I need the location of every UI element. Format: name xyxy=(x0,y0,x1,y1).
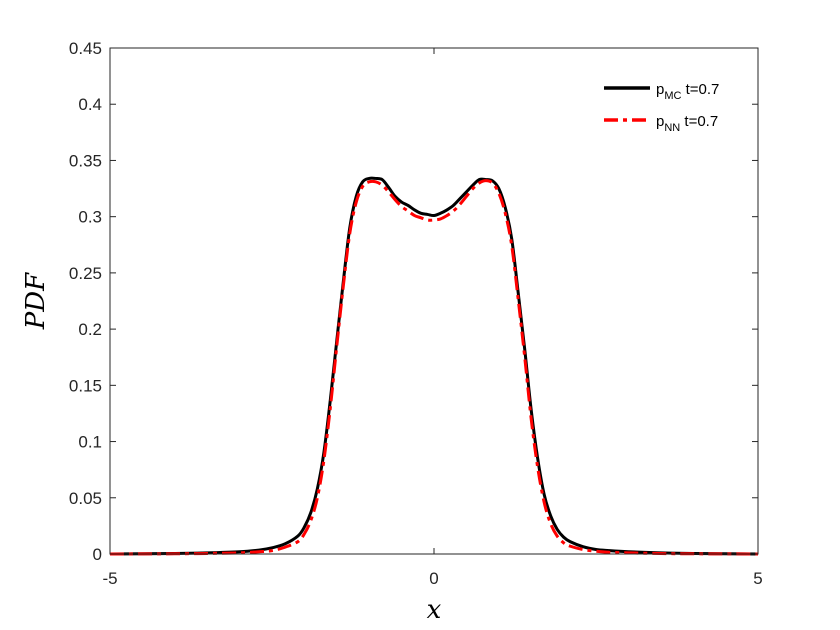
series-line-nn xyxy=(109,179,759,556)
legend-label-mc: pMC t=0.7 xyxy=(656,81,719,102)
y-tick-label: 0 xyxy=(93,545,102,564)
x-tick-label: -5 xyxy=(102,569,117,588)
x-tick-label: 5 xyxy=(753,569,762,588)
x-axis-title: x xyxy=(427,595,442,625)
y-tick-label: 0.05 xyxy=(69,489,102,508)
legend-label-mc-main: p xyxy=(656,81,664,98)
legend-label-nn-main: p xyxy=(656,113,664,130)
x-tick-label: 0 xyxy=(429,569,438,588)
ticks-layer: -5 0 500.050.10.150.20.250.30.350.40.45 xyxy=(69,39,763,588)
series-line-mc xyxy=(109,176,759,556)
y-tick-label: 0.15 xyxy=(69,376,102,395)
legend: pMC t=0.7 pNN t=0.7 xyxy=(604,81,719,134)
y-tick-label: 0.25 xyxy=(69,264,102,283)
legend-label-mc-rest: t=0.7 xyxy=(681,81,719,98)
legend-label-nn-sub: NN xyxy=(664,122,680,134)
legend-label-nn-rest: t=0.7 xyxy=(680,113,718,130)
legend-label-mc-sub: MC xyxy=(664,90,681,102)
y-axis-title: PDF xyxy=(21,272,51,330)
y-tick-label: 0.4 xyxy=(78,95,102,114)
series-layer xyxy=(109,176,759,556)
plot-area xyxy=(110,48,758,554)
y-tick-label: 0.2 xyxy=(78,320,102,339)
y-tick-label: 0.3 xyxy=(78,208,102,227)
y-tick-label: 0.35 xyxy=(69,151,102,170)
y-tick-label: 0.1 xyxy=(78,433,102,452)
legend-label-nn: pNN t=0.7 xyxy=(656,113,718,134)
y-tick-label: 0.45 xyxy=(69,39,102,58)
